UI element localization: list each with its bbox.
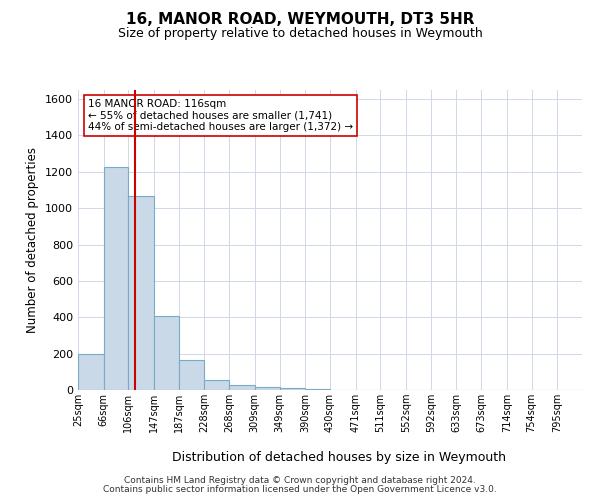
- Y-axis label: Number of detached properties: Number of detached properties: [26, 147, 40, 333]
- Text: Contains HM Land Registry data © Crown copyright and database right 2024.: Contains HM Land Registry data © Crown c…: [124, 476, 476, 485]
- Bar: [128, 196, 154, 390]
- Text: Distribution of detached houses by size in Weymouth: Distribution of detached houses by size …: [172, 451, 506, 464]
- Bar: [104, 168, 128, 390]
- Bar: [179, 360, 205, 390]
- Bar: [255, 386, 280, 390]
- Bar: [305, 389, 330, 390]
- Bar: [229, 386, 255, 390]
- Text: Contains public sector information licensed under the Open Government Licence v3: Contains public sector information licen…: [103, 485, 497, 494]
- Text: 16, MANOR ROAD, WEYMOUTH, DT3 5HR: 16, MANOR ROAD, WEYMOUTH, DT3 5HR: [126, 12, 474, 28]
- Text: 16 MANOR ROAD: 116sqm
← 55% of detached houses are smaller (1,741)
44% of semi-d: 16 MANOR ROAD: 116sqm ← 55% of detached …: [88, 99, 353, 132]
- Bar: [205, 380, 229, 390]
- Bar: [78, 354, 104, 390]
- Bar: [154, 316, 179, 390]
- Text: Size of property relative to detached houses in Weymouth: Size of property relative to detached ho…: [118, 28, 482, 40]
- Bar: [280, 388, 305, 390]
